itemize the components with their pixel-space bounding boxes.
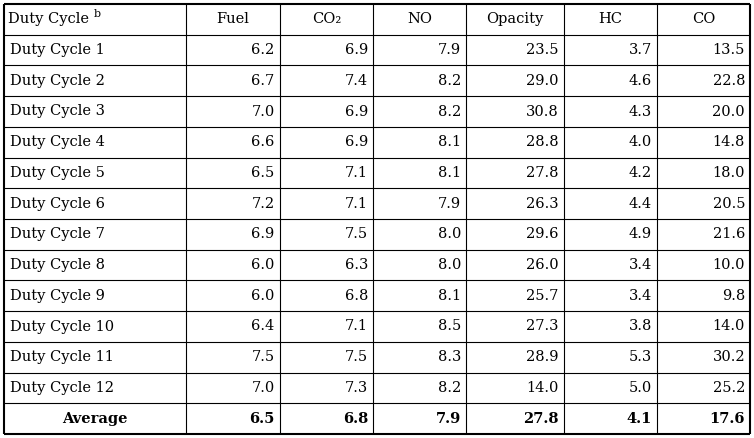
Text: 3.8: 3.8 — [628, 319, 651, 333]
Text: 7.4: 7.4 — [345, 74, 368, 88]
Text: 30.2: 30.2 — [713, 350, 745, 364]
Text: 6.9: 6.9 — [345, 105, 368, 119]
Text: 6.9: 6.9 — [251, 227, 274, 241]
Text: 28.8: 28.8 — [526, 135, 559, 149]
Text: 8.0: 8.0 — [438, 227, 461, 241]
Text: 29.0: 29.0 — [526, 74, 559, 88]
Text: 6.4: 6.4 — [251, 319, 274, 333]
Text: Duty Cycle 5: Duty Cycle 5 — [10, 166, 105, 180]
Text: 6.5: 6.5 — [250, 412, 274, 426]
Text: 8.1: 8.1 — [438, 289, 461, 303]
Text: 7.9: 7.9 — [438, 43, 461, 57]
Text: 22.8: 22.8 — [713, 74, 745, 88]
Text: Average: Average — [63, 412, 128, 426]
Text: 14.0: 14.0 — [713, 319, 745, 333]
Text: 6.8: 6.8 — [343, 412, 368, 426]
Text: 26.3: 26.3 — [526, 197, 559, 211]
Text: 8.5: 8.5 — [438, 319, 461, 333]
Text: b: b — [93, 9, 100, 19]
Text: 8.3: 8.3 — [438, 350, 461, 364]
Text: Opacity: Opacity — [486, 12, 544, 26]
Text: 27.8: 27.8 — [526, 166, 559, 180]
Text: 5.0: 5.0 — [629, 381, 651, 395]
Text: 27.3: 27.3 — [526, 319, 559, 333]
Text: 7.9: 7.9 — [438, 197, 461, 211]
Text: 4.1: 4.1 — [627, 412, 651, 426]
Text: 8.2: 8.2 — [438, 74, 461, 88]
Text: 7.1: 7.1 — [345, 197, 368, 211]
Text: 25.7: 25.7 — [526, 289, 559, 303]
Text: Duty Cycle 4: Duty Cycle 4 — [10, 135, 105, 149]
Text: 8.0: 8.0 — [438, 258, 461, 272]
Text: 6.9: 6.9 — [345, 135, 368, 149]
Text: CO: CO — [691, 12, 715, 26]
Text: 6.3: 6.3 — [345, 258, 368, 272]
Text: 18.0: 18.0 — [713, 166, 745, 180]
Text: 7.3: 7.3 — [345, 381, 368, 395]
Text: Duty Cycle 8: Duty Cycle 8 — [10, 258, 105, 272]
Text: Duty Cycle 11: Duty Cycle 11 — [10, 350, 114, 364]
Text: Duty Cycle 6: Duty Cycle 6 — [10, 197, 105, 211]
Text: 27.8: 27.8 — [523, 412, 559, 426]
Text: 7.5: 7.5 — [345, 227, 368, 241]
Text: 4.3: 4.3 — [629, 105, 651, 119]
Text: 14.8: 14.8 — [713, 135, 745, 149]
Text: 8.2: 8.2 — [438, 381, 461, 395]
Text: 6.8: 6.8 — [345, 289, 368, 303]
Text: 7.9: 7.9 — [436, 412, 461, 426]
Text: 7.1: 7.1 — [345, 166, 368, 180]
Text: Duty Cycle 2: Duty Cycle 2 — [10, 74, 105, 88]
Text: 28.9: 28.9 — [526, 350, 559, 364]
Text: HC: HC — [598, 12, 622, 26]
Text: Duty Cycle 10: Duty Cycle 10 — [10, 319, 114, 333]
Text: 6.2: 6.2 — [251, 43, 274, 57]
Text: 26.0: 26.0 — [526, 258, 559, 272]
Text: CO₂: CO₂ — [311, 12, 341, 26]
Text: 3.4: 3.4 — [629, 289, 651, 303]
Text: 6.7: 6.7 — [251, 74, 274, 88]
Text: 4.0: 4.0 — [629, 135, 651, 149]
Text: Duty Cycle 1: Duty Cycle 1 — [10, 43, 105, 57]
Text: 4.9: 4.9 — [629, 227, 651, 241]
Text: 4.6: 4.6 — [629, 74, 651, 88]
Text: 5.3: 5.3 — [629, 350, 651, 364]
Text: 14.0: 14.0 — [526, 381, 559, 395]
Text: Duty Cycle 7: Duty Cycle 7 — [10, 227, 105, 241]
Text: 6.0: 6.0 — [251, 289, 274, 303]
Text: 7.5: 7.5 — [252, 350, 274, 364]
Text: 13.5: 13.5 — [713, 43, 745, 57]
Text: Duty Cycle: Duty Cycle — [8, 12, 93, 26]
Text: 7.0: 7.0 — [251, 105, 274, 119]
Text: 10.0: 10.0 — [713, 258, 745, 272]
Text: 9.8: 9.8 — [722, 289, 745, 303]
Text: 3.4: 3.4 — [629, 258, 651, 272]
Text: 8.2: 8.2 — [438, 105, 461, 119]
Text: 17.6: 17.6 — [710, 412, 745, 426]
Text: 29.6: 29.6 — [526, 227, 559, 241]
Text: 21.6: 21.6 — [713, 227, 745, 241]
Text: 6.5: 6.5 — [251, 166, 274, 180]
Text: 8.1: 8.1 — [438, 166, 461, 180]
Text: 6.0: 6.0 — [251, 258, 274, 272]
Text: NO: NO — [407, 12, 432, 26]
Text: 7.2: 7.2 — [252, 197, 274, 211]
Text: 7.0: 7.0 — [251, 381, 274, 395]
Text: 30.8: 30.8 — [526, 105, 559, 119]
Text: 25.2: 25.2 — [713, 381, 745, 395]
Text: 20.0: 20.0 — [713, 105, 745, 119]
Text: 4.4: 4.4 — [629, 197, 651, 211]
Text: 8.1: 8.1 — [438, 135, 461, 149]
Text: 7.1: 7.1 — [345, 319, 368, 333]
Text: Duty Cycle 9: Duty Cycle 9 — [10, 289, 105, 303]
Text: Duty Cycle 3: Duty Cycle 3 — [10, 105, 105, 119]
Text: 6.6: 6.6 — [251, 135, 274, 149]
Text: Fuel: Fuel — [216, 12, 250, 26]
Text: 7.5: 7.5 — [345, 350, 368, 364]
Text: 4.2: 4.2 — [629, 166, 651, 180]
Text: 3.7: 3.7 — [629, 43, 651, 57]
Text: 20.5: 20.5 — [713, 197, 745, 211]
Text: 23.5: 23.5 — [526, 43, 559, 57]
Text: 6.9: 6.9 — [345, 43, 368, 57]
Text: Duty Cycle 12: Duty Cycle 12 — [10, 381, 114, 395]
